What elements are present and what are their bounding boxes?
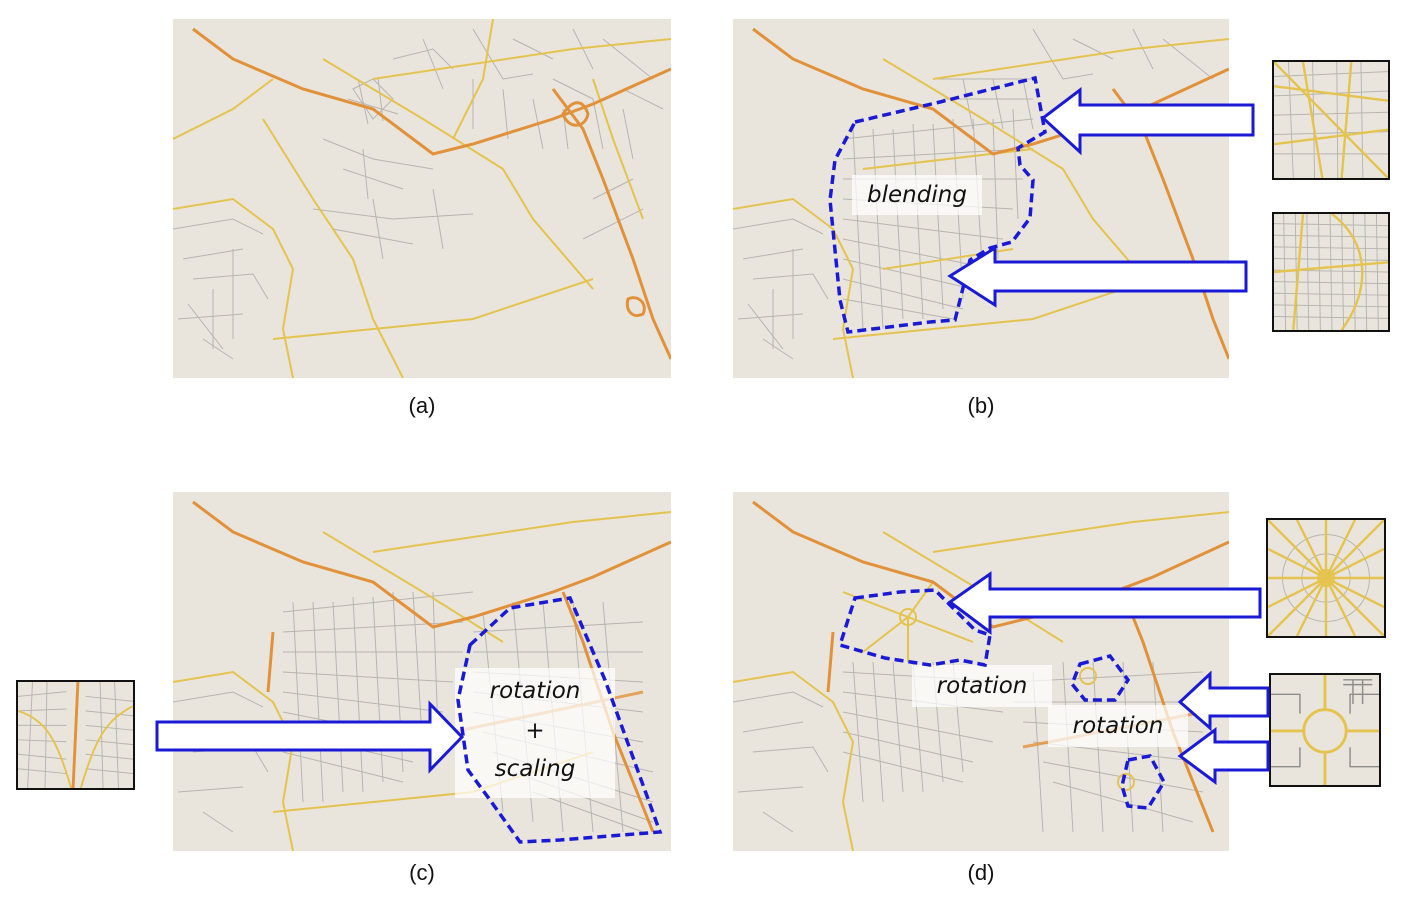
rotation-scaling-label: rotation + scaling bbox=[455, 668, 615, 798]
inset-b-grid-pattern bbox=[1272, 60, 1390, 180]
radial-pattern-thumbnail bbox=[1268, 520, 1384, 636]
grid-pattern-thumbnail bbox=[1274, 62, 1388, 178]
plus-text: + bbox=[525, 718, 545, 744]
dense-pattern-thumbnail bbox=[1274, 214, 1388, 330]
inset-d-radial-pattern bbox=[1266, 518, 1386, 638]
road-pattern-thumbnail bbox=[18, 682, 133, 788]
inset-c-pattern bbox=[16, 680, 135, 790]
scaling-text: scaling bbox=[494, 756, 576, 782]
caption-b: (b) bbox=[967, 393, 995, 418]
caption-c: (c) bbox=[409, 860, 435, 885]
roundabout-pattern-thumbnail bbox=[1271, 675, 1379, 785]
caption-d: (d) bbox=[967, 860, 995, 885]
road-network-a bbox=[173, 19, 671, 378]
rotation-label-1: rotation bbox=[912, 665, 1052, 707]
inset-b-dense-pattern bbox=[1272, 212, 1390, 332]
blending-label: blending bbox=[852, 175, 982, 215]
rotation-label-2: rotation bbox=[1048, 705, 1188, 747]
rotation-text: rotation bbox=[489, 678, 581, 704]
map-panel-a bbox=[173, 19, 671, 378]
inset-d-roundabout-pattern bbox=[1269, 673, 1381, 787]
caption-a: (a) bbox=[408, 393, 436, 418]
